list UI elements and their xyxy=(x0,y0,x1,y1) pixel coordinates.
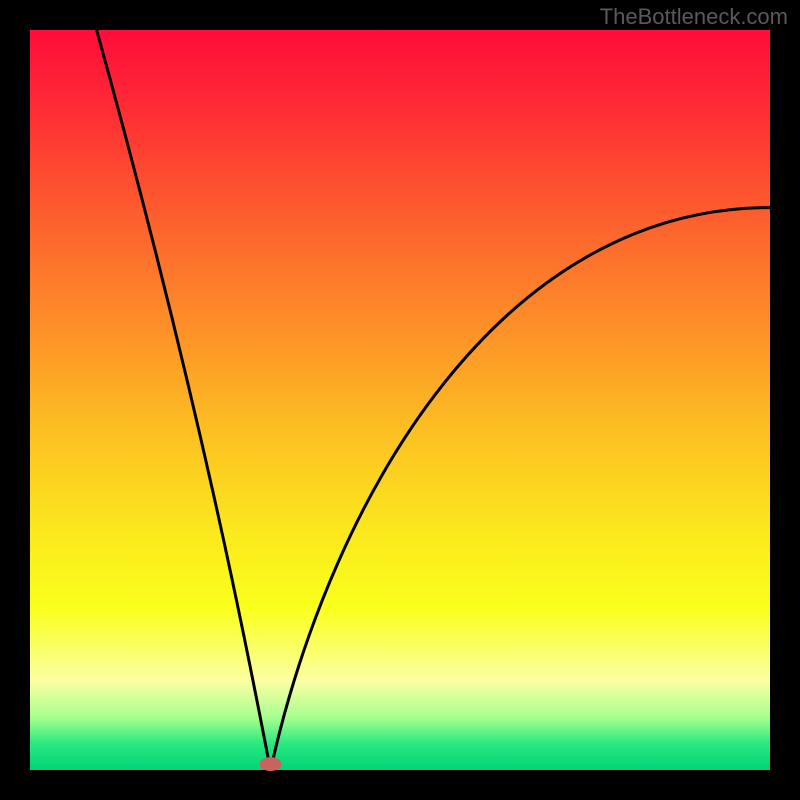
bottleneck-chart xyxy=(0,0,800,800)
chart-container: TheBottleneck.com xyxy=(0,0,800,800)
plot-background xyxy=(30,30,770,770)
watermark-text: TheBottleneck.com xyxy=(600,4,788,30)
optimal-point-marker xyxy=(260,757,282,771)
